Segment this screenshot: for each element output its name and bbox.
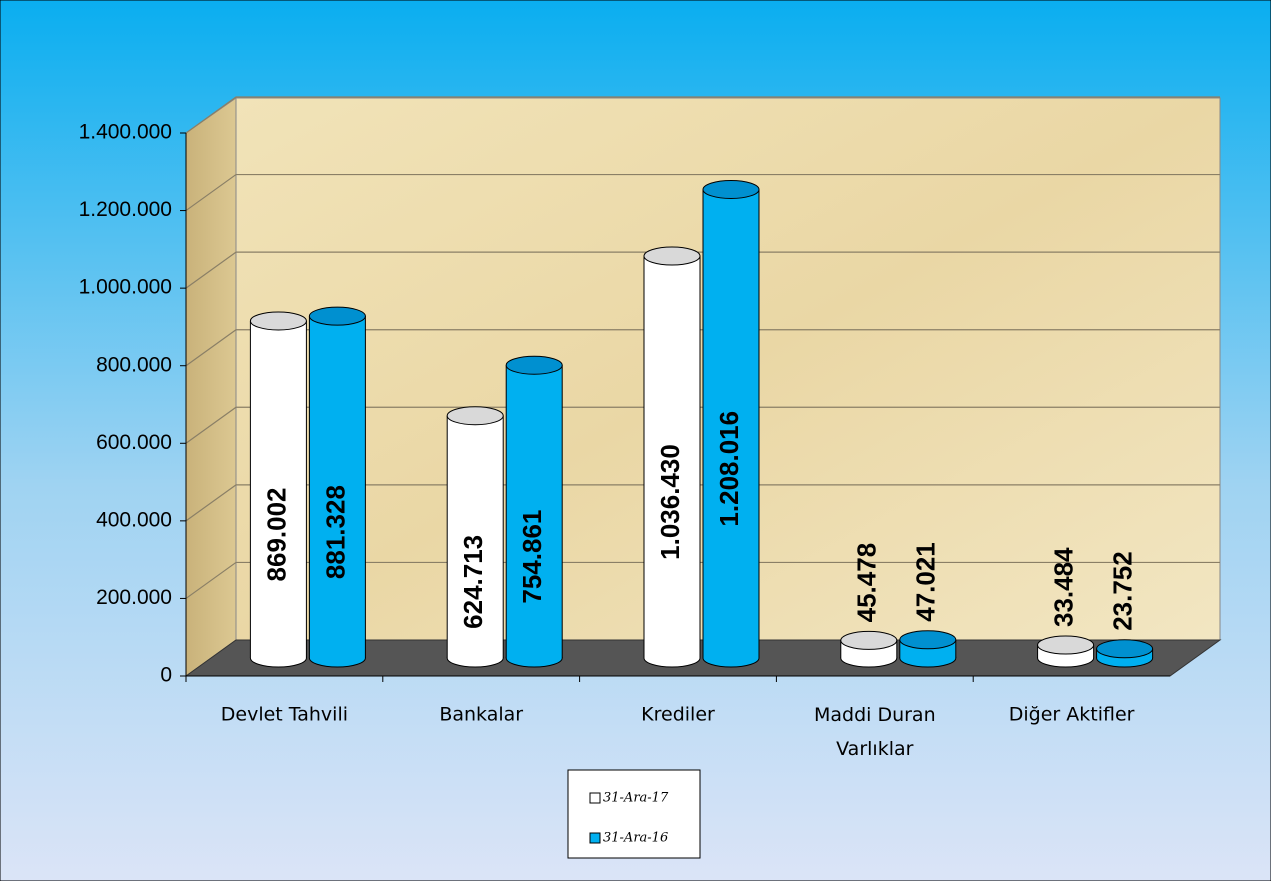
x-tick-label: Diğer Aktifler	[1009, 704, 1135, 726]
y-tick-label: 1.200.000	[79, 198, 172, 221]
y-tick-label: 1.000.000	[79, 276, 172, 299]
bar-top	[1037, 635, 1095, 655]
grid-line	[185, 251, 1220, 289]
value-label: 869.002	[261, 487, 291, 581]
x-tick-label: Devlet Tahvili	[221, 704, 348, 726]
value-label: 47.021	[911, 542, 941, 622]
y-tick-label: 200.000	[96, 586, 172, 609]
value-label: 1.208.016	[714, 411, 744, 527]
bar-top	[308, 306, 366, 326]
bar-top	[505, 355, 563, 375]
legend-label: 31-Ara-17	[603, 791, 669, 806]
value-label: 33.484	[1048, 547, 1078, 627]
bar-top	[702, 179, 760, 199]
grid-line	[185, 406, 1220, 444]
bar	[309, 316, 366, 658]
value-label: 754.861	[517, 510, 547, 604]
x-tick-label: Bankalar	[439, 704, 523, 726]
x-tick-label: Maddi Duran Varlıklar	[814, 704, 936, 760]
bar-top	[643, 246, 701, 266]
side-wall	[185, 97, 237, 677]
legend-swatch	[589, 832, 601, 844]
y-tick-label: 800.000	[96, 353, 172, 376]
bar-top	[840, 630, 898, 650]
value-label: 23.752	[1107, 551, 1137, 631]
bar-top	[446, 406, 504, 426]
grid-line	[185, 173, 1220, 212]
legend-label: 31-Ara-16	[603, 831, 668, 846]
value-label: 881.328	[320, 485, 350, 579]
legend-swatch	[589, 792, 601, 804]
bar	[447, 415, 504, 658]
bar	[250, 320, 307, 658]
bar	[644, 256, 700, 658]
grid-line	[185, 329, 1220, 367]
bar-top	[899, 630, 957, 650]
y-tick-label: 400.000	[96, 508, 172, 531]
bar-top	[1096, 639, 1154, 659]
bar	[703, 189, 759, 658]
value-label: 45.478	[852, 543, 882, 623]
grid-line	[185, 561, 1220, 599]
grid-line	[185, 96, 1220, 134]
grid-line	[185, 484, 1220, 522]
plot: 869.002 881.328 624.713 754.861 1.036.430 1.2…	[249, 179, 1154, 668]
x-tick-label: Krediler	[641, 704, 715, 726]
value-label: 624.713	[458, 535, 488, 629]
y-tick-label: 1.400.000	[79, 121, 172, 144]
value-label: 1.036.430	[655, 444, 685, 560]
y-tick-label: 0	[160, 664, 172, 687]
y-tick-label: 600.000	[96, 431, 172, 454]
bar	[506, 365, 563, 658]
bar-top	[249, 311, 307, 331]
